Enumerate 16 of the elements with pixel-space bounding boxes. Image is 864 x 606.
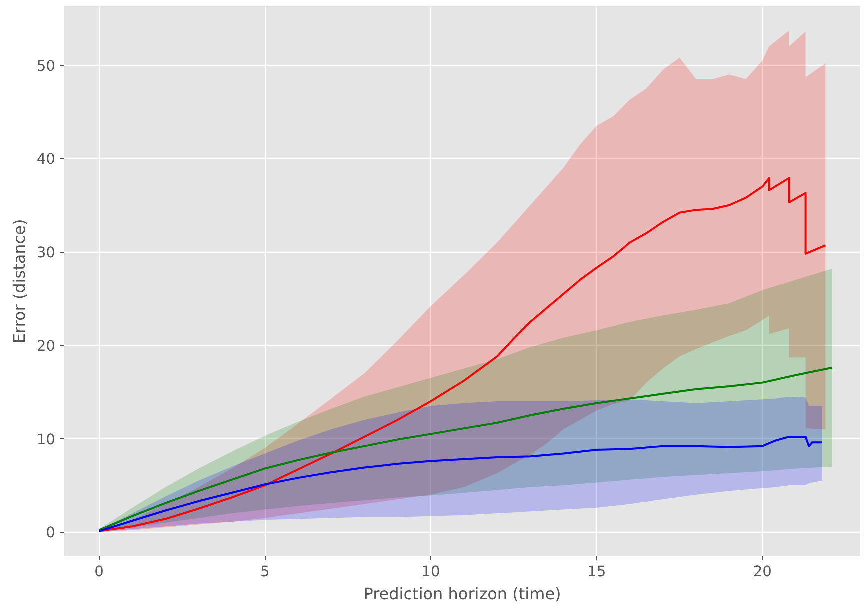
y-axis-title: Error (distance) [10,219,29,344]
y-tick-label: 20 [36,338,56,355]
x-tick-label: 15 [588,564,606,580]
x-tick-label: 20 [753,564,772,580]
y-tick-label: 10 [36,431,56,448]
line-series [98,436,824,532]
x-tick-label: 10 [422,564,440,580]
y-tick-label: 0 [46,524,56,542]
line-series [98,366,834,532]
x-axis-title: Prediction horizon (time) [364,584,562,604]
y-tick-label: 50 [36,58,56,75]
line-series [98,177,827,532]
y-tick-label: 30 [36,244,56,262]
x-tick-label: 5 [260,564,270,580]
y-tick-label: 40 [36,151,56,168]
x-tick-label: 0 [94,564,104,580]
